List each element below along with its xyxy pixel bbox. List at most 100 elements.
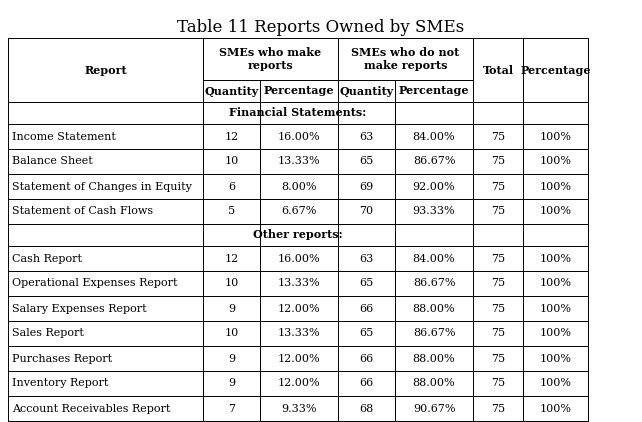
Text: 70: 70 (360, 206, 374, 216)
Text: 66: 66 (360, 303, 374, 314)
Text: 100%: 100% (539, 181, 571, 192)
Text: 12: 12 (224, 254, 239, 263)
Text: 100%: 100% (539, 379, 571, 389)
Text: 75: 75 (491, 279, 505, 289)
Text: 100%: 100% (539, 354, 571, 363)
Bar (203, 224, 260, 246)
Bar (203, 321, 260, 346)
Text: SMEs who do not
make reports: SMEs who do not make reports (351, 47, 460, 71)
Text: 6: 6 (228, 181, 235, 192)
Bar (338, 102, 395, 124)
Text: 75: 75 (491, 303, 505, 314)
Bar (338, 421, 395, 422)
Bar (260, 296, 338, 321)
Bar (473, 396, 523, 421)
Text: 63: 63 (360, 254, 374, 263)
Bar (8, 224, 203, 246)
Bar (203, 296, 260, 321)
Bar (395, 149, 473, 174)
Text: 88.00%: 88.00% (413, 303, 455, 314)
Bar (473, 224, 523, 246)
Text: 9: 9 (228, 303, 235, 314)
Bar (338, 296, 395, 321)
Text: 86.67%: 86.67% (413, 279, 455, 289)
Bar (8, 38, 203, 102)
Bar (8, 296, 203, 321)
Bar (260, 174, 338, 199)
Bar (260, 80, 338, 102)
Text: 65: 65 (360, 279, 374, 289)
Text: 75: 75 (491, 254, 505, 263)
Bar (523, 149, 588, 174)
Bar (523, 296, 588, 321)
Bar (8, 174, 203, 199)
Bar (260, 149, 338, 174)
Bar (8, 321, 203, 346)
Bar (523, 224, 588, 246)
Text: Account Receivables Report: Account Receivables Report (12, 403, 170, 414)
Text: 75: 75 (491, 354, 505, 363)
Bar (523, 396, 588, 421)
Text: 10: 10 (224, 279, 239, 289)
Text: 75: 75 (491, 132, 505, 141)
Bar (523, 38, 588, 102)
Bar (8, 346, 203, 371)
Bar (473, 38, 523, 102)
Bar (473, 124, 523, 149)
Text: 16.00%: 16.00% (278, 132, 320, 141)
Bar (523, 371, 588, 396)
Bar (203, 346, 260, 371)
Text: 10: 10 (224, 157, 239, 167)
Bar (395, 246, 473, 271)
Text: Inventory Report: Inventory Report (12, 379, 108, 389)
Text: 100%: 100% (539, 279, 571, 289)
Text: 75: 75 (491, 157, 505, 167)
Text: Percentage: Percentage (520, 65, 591, 76)
Bar (260, 246, 338, 271)
Text: 5: 5 (228, 206, 235, 216)
Bar (473, 321, 523, 346)
Bar (395, 371, 473, 396)
Bar (338, 80, 395, 102)
Bar (260, 102, 338, 124)
Text: 88.00%: 88.00% (413, 354, 455, 363)
Text: 8.00%: 8.00% (281, 181, 317, 192)
Bar (523, 124, 588, 149)
Text: Purchases Report: Purchases Report (12, 354, 112, 363)
Bar (8, 421, 203, 422)
Text: 13.33%: 13.33% (278, 328, 320, 338)
Text: 65: 65 (360, 157, 374, 167)
Text: 9: 9 (228, 379, 235, 389)
Bar (338, 346, 395, 371)
Text: 75: 75 (491, 181, 505, 192)
Bar (395, 421, 473, 422)
Bar (203, 102, 260, 124)
Text: 75: 75 (491, 206, 505, 216)
Text: Table 11 Reports Owned by SMEs: Table 11 Reports Owned by SMEs (177, 19, 465, 36)
Text: 12: 12 (224, 132, 239, 141)
Bar (338, 174, 395, 199)
Bar (395, 296, 473, 321)
Text: 65: 65 (360, 328, 374, 338)
Text: 84.00%: 84.00% (413, 254, 455, 263)
Bar (8, 102, 203, 124)
Bar (8, 371, 203, 396)
Bar (203, 38, 338, 80)
Text: 84.00%: 84.00% (413, 132, 455, 141)
Text: Sales Report: Sales Report (12, 328, 84, 338)
Text: 90.67%: 90.67% (413, 403, 455, 414)
Bar (473, 102, 523, 124)
Text: 12.00%: 12.00% (278, 379, 320, 389)
Text: 9: 9 (228, 354, 235, 363)
Bar (523, 271, 588, 296)
Bar (8, 124, 203, 149)
Text: 6.67%: 6.67% (281, 206, 317, 216)
Bar (523, 346, 588, 371)
Text: SMEs who make
reports: SMEs who make reports (220, 47, 322, 71)
Text: 66: 66 (360, 354, 374, 363)
Text: 100%: 100% (539, 328, 571, 338)
Bar (473, 149, 523, 174)
Bar (203, 371, 260, 396)
Bar (338, 321, 395, 346)
Bar (338, 149, 395, 174)
